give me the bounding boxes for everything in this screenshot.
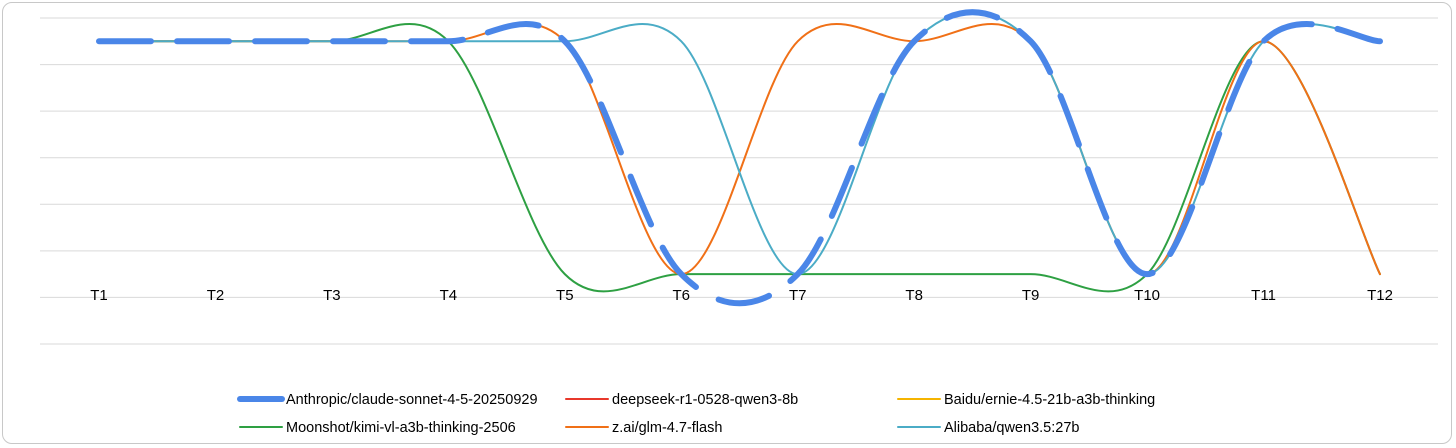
legend-item-baidu-ernie-4-5-21b-a3b-thinking: Baidu/ernie-4.5-21b-a3b-thinking bbox=[897, 392, 1155, 408]
x-axis-tick-labels: T1 T2 T3 T4 T5 T6 T7 T8 T9 T10 T11 T12 bbox=[90, 287, 1393, 304]
legend-label: deepseek-r1-0528-qwen3-8b bbox=[612, 392, 798, 408]
legend: Anthropic/claude-sonnet-4-5-20250929 deep… bbox=[237, 392, 1155, 436]
legend-label: Anthropic/claude-sonnet-4-5-20250929 bbox=[286, 392, 538, 408]
x-tick-label: T2 bbox=[207, 287, 225, 304]
legend-item-deepseek-r1-0528-qwen3-8b: deepseek-r1-0528-qwen3-8b bbox=[565, 392, 798, 408]
x-tick-label: T5 bbox=[556, 287, 574, 304]
series-layer bbox=[96, 9, 1383, 307]
gridlines bbox=[40, 17, 1438, 345]
legend-label: z.ai/glm-4.7-flash bbox=[612, 420, 722, 436]
x-tick-label: T8 bbox=[905, 287, 923, 304]
x-tick-label: T3 bbox=[323, 287, 341, 304]
series-line-anthropic-claude-sonnet-4-5-20250929 bbox=[96, 9, 1383, 307]
legend-label: Alibaba/qwen3.5:27b bbox=[944, 420, 1079, 436]
legend-item-alibaba-qwen3-5-27b: Alibaba/qwen3.5:27b bbox=[897, 420, 1079, 436]
x-tick-label: T9 bbox=[1022, 287, 1040, 304]
series-line-alibaba-qwen3-5-27b bbox=[98, 11, 1381, 276]
legend-label: Baidu/ernie-4.5-21b-a3b-thinking bbox=[944, 392, 1155, 408]
legend-label: Moonshot/kimi-vl-a3b-thinking-2506 bbox=[286, 420, 516, 436]
x-tick-label: T10 bbox=[1134, 287, 1160, 304]
x-tick-label: T7 bbox=[789, 287, 807, 304]
x-tick-label: T11 bbox=[1251, 287, 1276, 304]
legend-item-anthropic-claude-sonnet-4-5-20250929: Anthropic/claude-sonnet-4-5-20250929 bbox=[237, 392, 538, 408]
x-tick-label: T12 bbox=[1367, 287, 1393, 304]
series-line-z-ai-glm-4-7-flash bbox=[98, 23, 1381, 276]
x-tick-label: T6 bbox=[673, 287, 691, 304]
x-tick-label: T4 bbox=[440, 287, 458, 304]
legend-item-moonshot-kimi-vl-a3b-thinking-2506: Moonshot/kimi-vl-a3b-thinking-2506 bbox=[239, 420, 516, 436]
legend-item-z-ai-glm-4-7-flash: z.ai/glm-4.7-flash bbox=[565, 420, 722, 436]
x-tick-label: T1 bbox=[90, 287, 108, 304]
